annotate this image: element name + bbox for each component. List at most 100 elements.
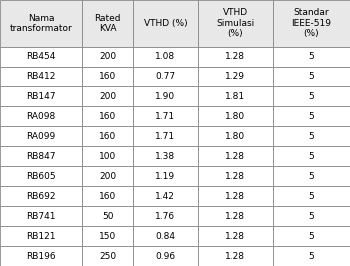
Text: 1.28: 1.28 [225,152,245,161]
Bar [82,106,133,126]
Bar [198,47,273,66]
Bar [198,206,273,226]
Text: 50: 50 [102,212,113,221]
Bar [273,246,350,266]
Text: RA098: RA098 [27,112,56,121]
Bar [0,146,82,166]
Bar [133,0,198,47]
Text: 1.76: 1.76 [155,212,175,221]
Text: RB847: RB847 [26,152,56,161]
Text: 5: 5 [309,232,314,240]
Text: 160: 160 [99,72,116,81]
Text: Standar
IEEE-519
(%): Standar IEEE-519 (%) [292,8,331,38]
Text: 5: 5 [309,212,314,221]
Text: RB454: RB454 [27,52,56,61]
Bar [273,226,350,246]
Text: 200: 200 [99,92,116,101]
Text: 1.28: 1.28 [225,232,245,240]
Bar [198,0,273,47]
Bar [0,0,82,47]
Bar [273,126,350,146]
Text: RB412: RB412 [27,72,56,81]
Text: 0.77: 0.77 [155,72,175,81]
Text: 1.28: 1.28 [225,252,245,260]
Bar [0,86,82,106]
Bar [198,106,273,126]
Text: RB196: RB196 [26,252,56,260]
Text: VTHD (%): VTHD (%) [144,19,187,28]
Bar [273,206,350,226]
Text: 200: 200 [99,52,116,61]
Bar [198,226,273,246]
Text: 0.96: 0.96 [155,252,175,260]
Text: 0.84: 0.84 [155,232,175,240]
Bar [133,226,198,246]
Text: 1.80: 1.80 [225,132,245,141]
Text: 1.28: 1.28 [225,212,245,221]
Bar [82,226,133,246]
Bar [273,186,350,206]
Text: 1.81: 1.81 [225,92,245,101]
Bar [133,166,198,186]
Bar [198,86,273,106]
Text: 200: 200 [99,172,116,181]
Bar [198,246,273,266]
Bar [133,186,198,206]
Bar [0,186,82,206]
Text: 250: 250 [99,252,116,260]
Text: 1.38: 1.38 [155,152,175,161]
Text: RB121: RB121 [26,232,56,240]
Bar [82,126,133,146]
Text: 5: 5 [309,132,314,141]
Text: 1.90: 1.90 [155,92,175,101]
Bar [82,206,133,226]
Text: 1.08: 1.08 [155,52,175,61]
Bar [273,166,350,186]
Text: 1.80: 1.80 [225,112,245,121]
Text: 5: 5 [309,152,314,161]
Bar [273,86,350,106]
Bar [82,246,133,266]
Text: 5: 5 [309,92,314,101]
Text: 1.19: 1.19 [155,172,175,181]
Bar [82,146,133,166]
Text: 5: 5 [309,192,314,201]
Bar [273,146,350,166]
Bar [0,106,82,126]
Bar [0,206,82,226]
Text: 1.42: 1.42 [155,192,175,201]
Bar [0,126,82,146]
Bar [273,47,350,66]
Text: 160: 160 [99,132,116,141]
Bar [133,47,198,66]
Text: RB692: RB692 [26,192,56,201]
Text: 1.28: 1.28 [225,192,245,201]
Bar [133,206,198,226]
Text: 160: 160 [99,112,116,121]
Bar [82,66,133,86]
Bar [273,106,350,126]
Bar [198,126,273,146]
Text: 1.28: 1.28 [225,172,245,181]
Bar [198,146,273,166]
Bar [0,166,82,186]
Text: Rated
KVA: Rated KVA [94,14,121,33]
Text: Nama
transformator: Nama transformator [10,14,72,33]
Bar [133,146,198,166]
Bar [82,186,133,206]
Bar [82,86,133,106]
Text: 1.29: 1.29 [225,72,245,81]
Bar [0,246,82,266]
Bar [0,226,82,246]
Bar [273,66,350,86]
Bar [133,106,198,126]
Text: RB741: RB741 [26,212,56,221]
Text: 1.71: 1.71 [155,132,175,141]
Bar [82,47,133,66]
Text: VTHD
Simulasi
(%): VTHD Simulasi (%) [216,8,254,38]
Text: 5: 5 [309,172,314,181]
Text: 100: 100 [99,152,116,161]
Text: 1.28: 1.28 [225,52,245,61]
Bar [198,66,273,86]
Text: 150: 150 [99,232,116,240]
